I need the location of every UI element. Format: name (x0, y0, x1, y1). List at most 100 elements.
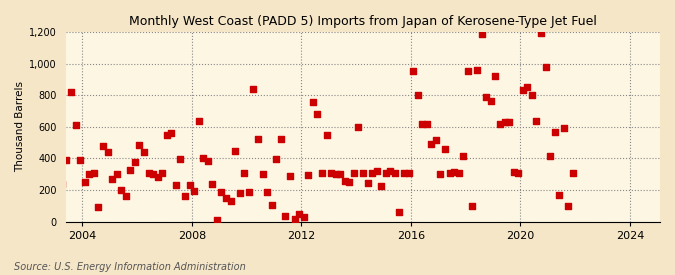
Y-axis label: Thousand Barrels: Thousand Barrels (15, 81, 25, 172)
Point (280, 214, 291, 218)
Point (321, 133, 332, 137)
Point (125, 167, 136, 172)
Point (221, 196, 232, 200)
Point (540, 65, 551, 69)
Point (202, 159, 213, 163)
Point (294, 212, 304, 216)
Point (234, 191, 245, 196)
Point (252, 137, 263, 142)
Point (554, 192, 565, 197)
Point (257, 172, 268, 177)
Point (330, 172, 341, 177)
Point (102, 150, 113, 154)
Point (303, 173, 314, 177)
Point (380, 170, 391, 175)
Point (389, 171, 400, 176)
Point (189, 189, 200, 193)
Point (212, 218, 223, 222)
Point (535, 31, 546, 35)
Point (431, 138, 441, 142)
Point (93, 205, 104, 210)
Point (111, 172, 122, 177)
Point (207, 182, 218, 186)
Point (568, 170, 578, 175)
Point (298, 215, 309, 219)
Point (79, 180, 90, 184)
Point (180, 194, 190, 199)
Point (88, 171, 99, 176)
Point (508, 170, 519, 174)
Point (225, 199, 236, 204)
Point (153, 174, 163, 179)
Point (513, 170, 524, 175)
Point (403, 170, 414, 175)
Point (417, 122, 428, 126)
Point (476, 31, 487, 36)
Point (175, 157, 186, 161)
Point (439, 147, 450, 151)
Point (107, 177, 117, 181)
Point (362, 181, 373, 185)
Point (371, 169, 382, 173)
Point (435, 172, 446, 177)
Point (467, 204, 478, 208)
Point (426, 142, 437, 146)
Point (517, 87, 528, 92)
Point (472, 68, 483, 72)
Point (97, 144, 108, 148)
Point (271, 157, 281, 161)
Point (143, 170, 154, 175)
Point (485, 98, 496, 103)
Point (289, 216, 300, 221)
Point (481, 95, 491, 99)
Point (376, 184, 387, 188)
Point (184, 183, 195, 188)
Point (166, 131, 177, 135)
Point (399, 170, 410, 175)
Point (57, 182, 68, 186)
Point (267, 203, 277, 207)
Point (490, 74, 501, 78)
Point (499, 120, 510, 124)
Point (120, 193, 131, 198)
Point (394, 210, 405, 214)
Point (70, 123, 81, 127)
Point (216, 190, 227, 195)
Point (308, 99, 319, 104)
Point (262, 190, 273, 195)
Point (462, 69, 473, 74)
Point (348, 170, 359, 175)
Point (275, 136, 286, 141)
Point (353, 125, 364, 129)
Point (563, 204, 574, 208)
Text: Source: U.S. Energy Information Administration: Source: U.S. Energy Information Administ… (14, 262, 245, 272)
Point (344, 180, 354, 184)
Point (171, 182, 182, 187)
Point (522, 84, 533, 89)
Point (545, 154, 556, 158)
Point (335, 172, 346, 177)
Point (531, 118, 541, 123)
Point (317, 170, 327, 175)
Title: Monthly West Coast (PADD 5) Imports from Japan of Kerosene-Type Jet Fuel: Monthly West Coast (PADD 5) Imports from… (129, 15, 597, 28)
Point (75, 158, 86, 162)
Point (52, 200, 63, 204)
Point (244, 190, 254, 195)
Point (495, 122, 506, 127)
Point (148, 172, 159, 177)
Point (412, 93, 423, 97)
Point (248, 87, 259, 91)
Point (230, 149, 240, 153)
Point (239, 171, 250, 176)
Point (134, 143, 144, 147)
Point (367, 171, 377, 176)
Point (198, 156, 209, 161)
Point (454, 171, 464, 176)
Point (358, 170, 369, 175)
Point (61, 158, 72, 162)
Point (421, 122, 432, 127)
Point (312, 112, 323, 116)
Point (444, 171, 455, 176)
Point (526, 93, 537, 97)
Point (449, 170, 460, 174)
